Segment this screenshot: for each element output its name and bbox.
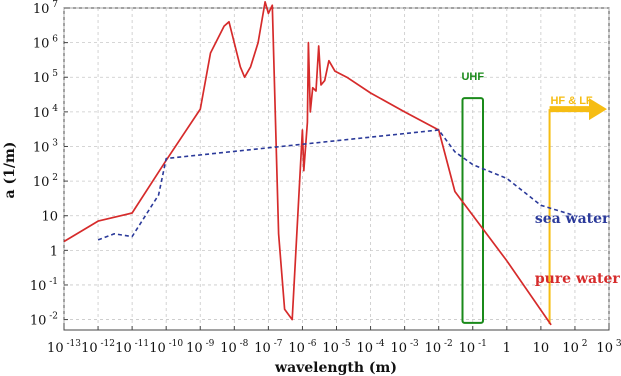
y-tick-label: 10 -1 (30, 277, 58, 294)
x-tick-label: 10 (533, 341, 550, 356)
y-tick-label-base: 10 (30, 314, 47, 329)
y-tick-label: 10 3 (33, 138, 58, 155)
x-tick-label-base: 10 (149, 341, 166, 356)
x-tick-label-base: 10 (288, 341, 305, 356)
series-line-sea-water (97, 129, 576, 241)
x-tick-label-base: 10 (425, 341, 442, 356)
x-tick-label-base: 10 (322, 341, 339, 356)
y-tick-label-base: 1 (50, 244, 58, 259)
x-tick-label-base: 10 (220, 341, 237, 356)
y-tick-label: 10 5 (33, 69, 58, 86)
y-tick-label-base: 10 (33, 175, 50, 190)
x-tick-label: 1 (503, 341, 511, 356)
x-tick-label-base: 10 (81, 341, 98, 356)
x-tick-label: 10 -3 (391, 339, 419, 356)
x-tick-label-base: 1 (503, 341, 511, 356)
x-tick-label: 10 -8 (220, 339, 248, 356)
x-tick-label-exponent: -12 (98, 339, 115, 349)
y-tick-label-exponent: 2 (49, 173, 58, 183)
y-axis-label: a (1/m) (2, 142, 18, 199)
x-tick-label-exponent: -9 (203, 339, 215, 349)
x-tick-label-exponent: -13 (64, 339, 82, 349)
y-tick-label-base: 10 (33, 2, 50, 17)
y-tick-label-base: 10 (41, 210, 58, 225)
x-tick-label-exponent: -3 (407, 339, 419, 349)
y-tick-label: 1 (50, 244, 58, 259)
x-tick-label-base: 10 (533, 341, 550, 356)
x-tick-label-base: 10 (459, 341, 476, 356)
y-tick-label: 10 -2 (30, 312, 58, 329)
x-tick-label-base: 10 (115, 341, 132, 356)
y-tick-label-exponent: 5 (49, 69, 58, 79)
x-tick-label-base: 10 (254, 341, 271, 356)
series-lines (63, 1, 576, 326)
y-tick-label-exponent: 6 (49, 35, 58, 45)
x-tick-label-exponent: -5 (339, 339, 351, 349)
x-tick-label-exponent: -8 (237, 339, 249, 349)
x-tick-label-exponent: 3 (613, 339, 621, 349)
x-tick-label-base: 10 (47, 341, 64, 356)
uhf-band-box (461, 97, 485, 324)
x-tick-label-exponent: -6 (305, 339, 317, 349)
y-tick-label: 10 7 (33, 0, 58, 17)
y-tick-label-base: 10 (33, 71, 50, 86)
x-tick-label-base: 10 (186, 341, 203, 356)
hf-lf-label: HF & LF (550, 95, 592, 107)
series-labels: sea water pure water (535, 211, 621, 287)
y-tick-label-exponent: -2 (46, 312, 58, 322)
x-tick-label-exponent: -11 (132, 339, 149, 349)
grid (63, 7, 610, 330)
x-tick-label: 10 -1 (459, 339, 487, 356)
y-tick-label-base: 10 (33, 37, 50, 52)
x-tick-label-exponent: -2 (441, 339, 453, 349)
x-tick-label: 10 -7 (254, 339, 282, 356)
x-tick-label-exponent: 2 (579, 339, 588, 349)
y-tick-label-exponent: -1 (46, 277, 58, 287)
x-tick-label-exponent: -1 (475, 339, 487, 349)
y-tick-label: 10 6 (33, 35, 58, 52)
x-tick-label: 10 -5 (322, 339, 350, 356)
uhf-label: UHF (461, 71, 484, 83)
x-tick-label: 10 -4 (356, 339, 384, 356)
x-tick-label: 10 -6 (288, 339, 316, 356)
x-tick-label-base: 10 (356, 341, 373, 356)
series-label-pure-water: pure water (535, 271, 621, 287)
x-tick-label-base: 10 (596, 341, 613, 356)
x-tick-label: 10 -10 (149, 339, 183, 356)
x-tick-label: 10 -11 (115, 339, 149, 356)
x-tick-label-exponent: -4 (373, 339, 385, 349)
y-tick-label: 10 2 (33, 173, 58, 190)
series-line-pure-water (63, 1, 552, 326)
x-tick-label: 10 2 (562, 339, 587, 356)
x-tick-label: 10 -12 (81, 339, 115, 356)
y-tick-label-exponent: 4 (49, 104, 58, 114)
x-tick-label: 10 -2 (425, 339, 453, 356)
series-label-sea-water: sea water (535, 211, 610, 227)
y-tick-label: 10 (41, 210, 58, 225)
y-tick-label-base: 10 (33, 106, 50, 121)
x-tick-label: 10 3 (596, 339, 621, 356)
x-tick-label-base: 10 (562, 341, 579, 356)
x-tick-label-exponent: -10 (166, 339, 184, 349)
y-tick-label: 10 4 (33, 104, 58, 121)
x-tick-label: 10 -13 (47, 339, 81, 356)
x-tick-label: 10 -9 (186, 339, 214, 356)
y-tick-label-exponent: 3 (49, 138, 58, 148)
x-axis-label: wavelength (m) (274, 360, 397, 376)
x-tick-label-exponent: -7 (271, 339, 283, 349)
y-tick-label-base: 10 (30, 279, 47, 294)
annotations: UHF HF & LF (461, 71, 607, 324)
x-axis-ticks: 10 -13 10 -12 10 -11 10 -10 10 -9 10 -8 10 -7 1… (47, 326, 621, 356)
hf-lf-arrow-head (589, 98, 607, 121)
y-tick-label-exponent: 7 (49, 0, 58, 10)
x-tick-label-base: 10 (391, 341, 408, 356)
y-tick-label-base: 10 (33, 140, 50, 155)
